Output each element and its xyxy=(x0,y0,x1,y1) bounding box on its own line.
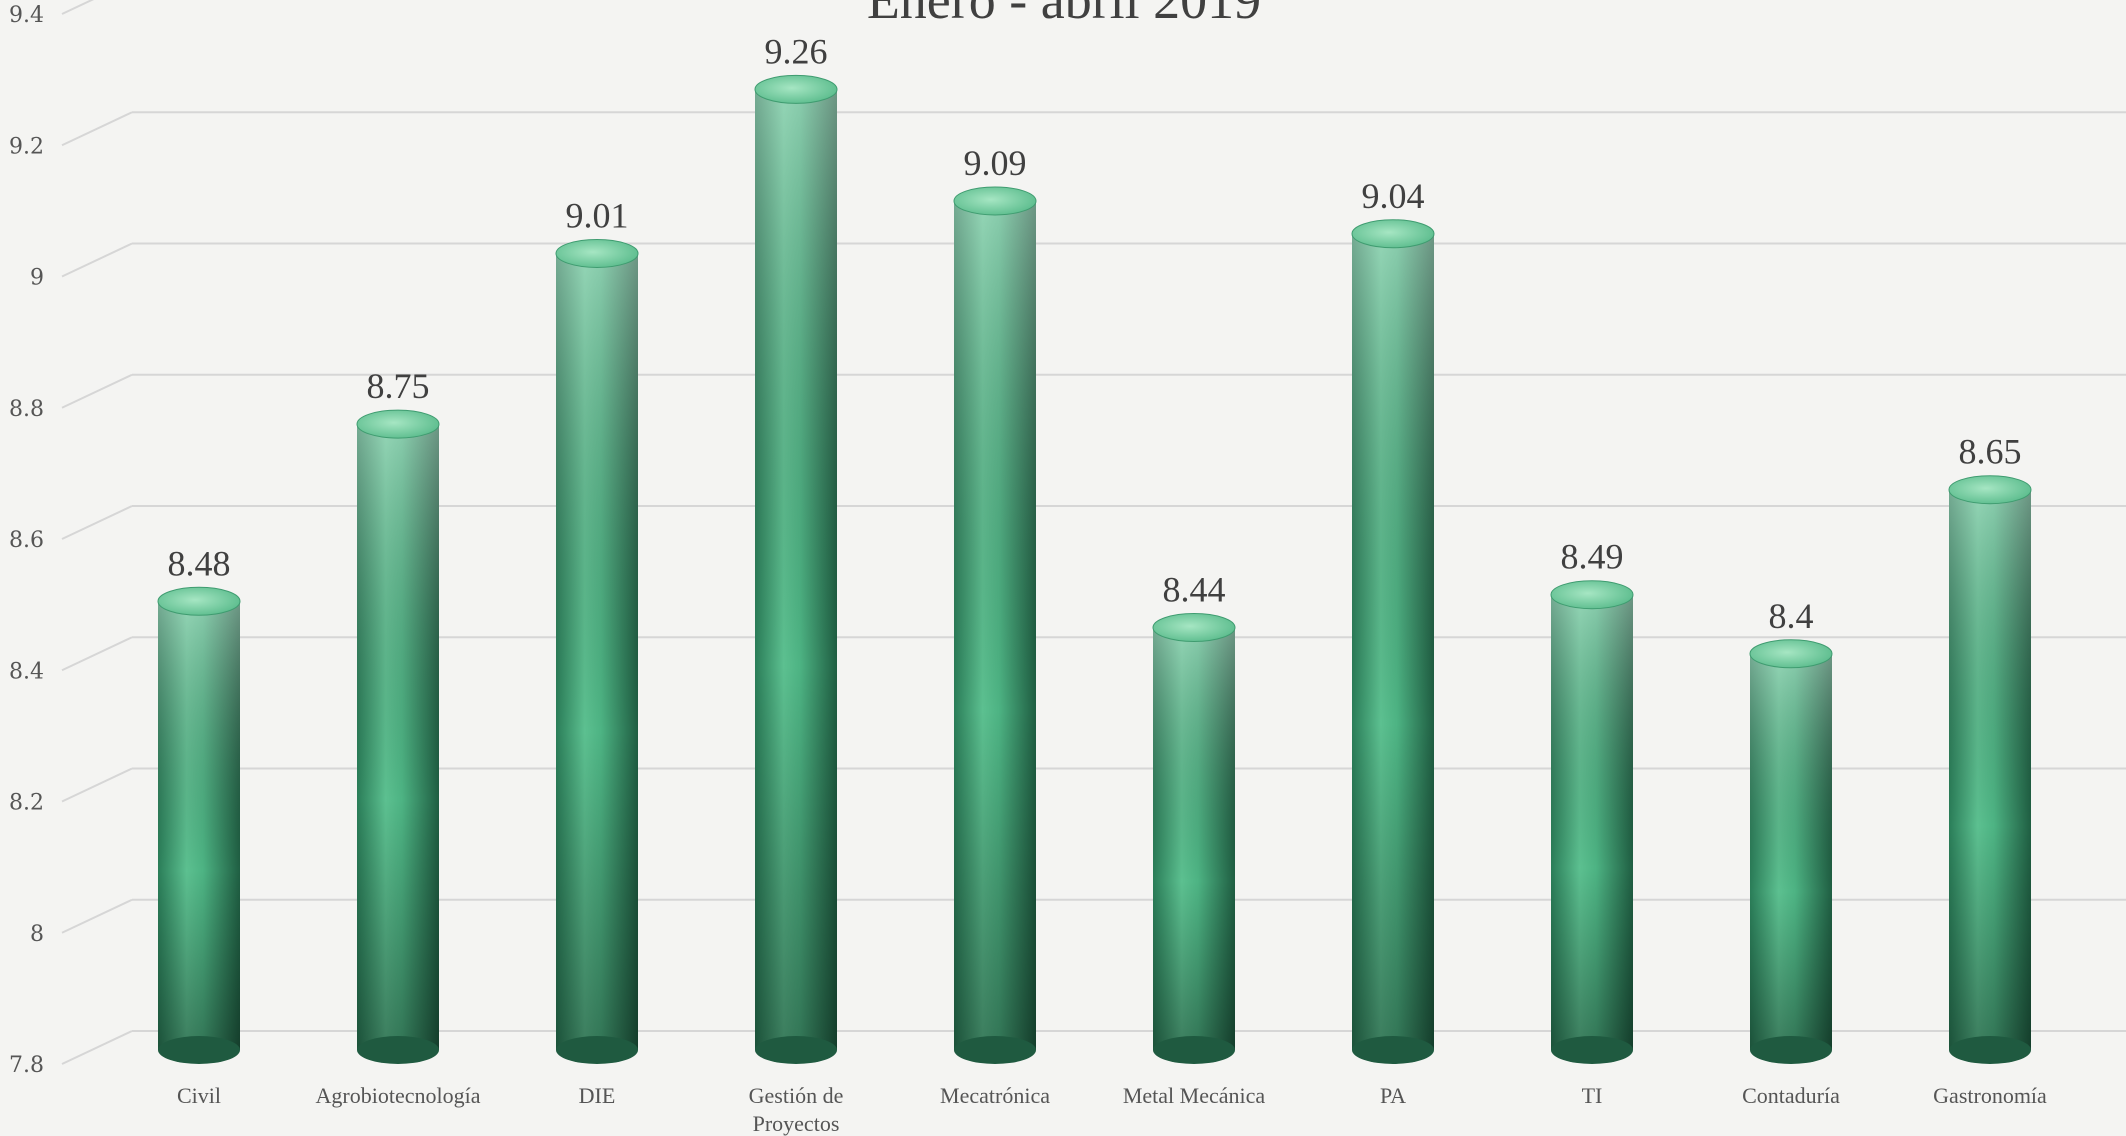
bar-shade xyxy=(1153,627,1235,1050)
data-label: 8.49 xyxy=(1561,537,1624,577)
bar-6 xyxy=(1152,613,1236,1064)
bar-1 xyxy=(157,586,241,1064)
bar-base xyxy=(954,1036,1036,1064)
gridline-diagonal xyxy=(61,1030,133,1065)
data-label: 9.01 xyxy=(566,195,629,235)
gridline-diagonal xyxy=(61,767,133,803)
data-label: 9.09 xyxy=(964,143,1027,183)
bar-cap xyxy=(1351,219,1435,249)
x-tick-label: Gestión de Proyectos xyxy=(749,1083,844,1136)
x-tick-label: Metal Mecánica xyxy=(1123,1083,1266,1108)
bar-base xyxy=(357,1036,439,1064)
y-tick-label: 9 xyxy=(30,266,44,291)
y-tick-label: 9.2 xyxy=(9,134,44,159)
gridline-diagonal xyxy=(61,636,133,672)
bar-cap xyxy=(555,238,639,268)
bar-base xyxy=(556,1036,638,1064)
bar-base xyxy=(1153,1036,1235,1064)
data-label: 9.26 xyxy=(765,31,828,71)
bar-cap xyxy=(1749,639,1833,669)
bar-base xyxy=(755,1036,837,1064)
bar-shade xyxy=(755,89,837,1050)
bar-base xyxy=(1352,1036,1434,1064)
bar-cap xyxy=(356,409,440,439)
y-tick-label: 9.4 xyxy=(9,3,44,28)
bar-shade xyxy=(1551,594,1633,1050)
y-tick-label: 8 xyxy=(30,922,44,947)
x-tick-label: Contaduría xyxy=(1742,1083,1840,1108)
gridline-diagonal xyxy=(61,505,133,540)
bar-9 xyxy=(1749,639,1833,1064)
bar-base xyxy=(1949,1036,2031,1064)
bar-base xyxy=(158,1036,240,1064)
bar-cap xyxy=(754,74,838,104)
bar-3 xyxy=(555,238,639,1064)
chart-title: Enero - abril 2019 xyxy=(867,0,1261,30)
bar-5 xyxy=(953,186,1037,1064)
gridline-diagonal xyxy=(61,242,133,278)
x-tick-label: DIE xyxy=(579,1083,616,1108)
y-tick-label: 8.2 xyxy=(9,791,44,816)
bar-cap xyxy=(1948,475,2032,505)
y-tick-label: 8.6 xyxy=(9,528,44,553)
data-label: 8.48 xyxy=(168,543,231,583)
bar-8 xyxy=(1550,580,1634,1064)
gridline-diagonal xyxy=(61,373,133,409)
x-tick-label: Civil xyxy=(177,1083,221,1108)
gridline-diagonal xyxy=(61,898,133,934)
x-tick-label: PA xyxy=(1380,1083,1406,1108)
data-label: 9.04 xyxy=(1362,176,1425,216)
gridline-diagonal xyxy=(61,0,95,15)
data-label: 8.65 xyxy=(1959,432,2022,472)
x-tick-label: Mecatrónica xyxy=(940,1083,1050,1108)
data-label: 8.75 xyxy=(367,366,430,406)
bar-shade xyxy=(954,200,1036,1050)
gridline-diagonal xyxy=(61,111,133,147)
bar-base xyxy=(1551,1036,1633,1064)
y-tick-label: 8.8 xyxy=(9,397,44,422)
bar-cap xyxy=(157,586,241,616)
data-label: 8.4 xyxy=(1769,596,1814,636)
x-tick-label: TI xyxy=(1582,1083,1603,1108)
y-tick-label: 8.4 xyxy=(9,659,44,684)
bar-base xyxy=(1750,1036,1832,1064)
bar-2 xyxy=(356,409,440,1064)
bar-cap xyxy=(1152,613,1236,642)
x-tick-label: Agrobiotecnología xyxy=(316,1083,481,1108)
bar-shade xyxy=(357,424,439,1050)
y-tick-label: 7.8 xyxy=(9,1053,44,1078)
bar-shade xyxy=(158,601,240,1050)
bar-cap xyxy=(1550,580,1634,610)
data-label: 8.44 xyxy=(1163,570,1226,610)
bar-cap xyxy=(953,186,1037,216)
bar-shade xyxy=(1750,653,1832,1050)
bar-shade xyxy=(1352,233,1434,1050)
bar-shade xyxy=(556,253,638,1050)
x-tick-label: Gastronomía xyxy=(1933,1083,2047,1108)
bar-shade xyxy=(1949,489,2031,1050)
bar-4 xyxy=(754,74,838,1064)
bar-10 xyxy=(1948,475,2032,1064)
bar-7 xyxy=(1351,219,1435,1064)
